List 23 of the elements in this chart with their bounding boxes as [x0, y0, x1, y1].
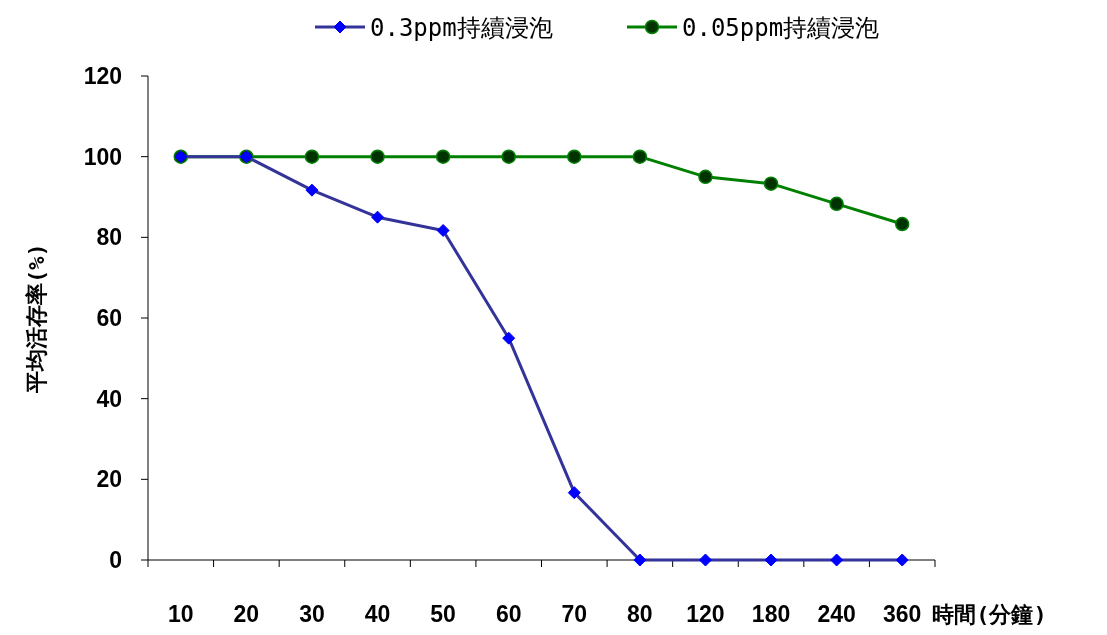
x-tick-label: 60 — [495, 601, 522, 627]
x-tick-label: 40 — [364, 601, 391, 627]
y-tick-label: 60 — [96, 305, 122, 331]
x-tick-label: 10 — [167, 601, 194, 627]
y-tick-label: 0 — [109, 547, 122, 573]
y-tick-label: 80 — [96, 224, 122, 251]
legend-label: 0.05ppm持續浸泡 — [682, 14, 880, 42]
y-axis-title: 平均活存率(%) — [24, 243, 49, 394]
x-tick-label: 240 — [817, 601, 856, 627]
x-tick-label: 20 — [233, 601, 260, 627]
y-tick-label: 20 — [96, 466, 122, 493]
y-tick-label: 40 — [96, 385, 122, 412]
x-tick-label: 70 — [561, 601, 588, 627]
x-tick-label: 80 — [627, 601, 653, 627]
legend-label: 0.3ppm持續浸泡 — [370, 14, 553, 42]
x-tick-label: 180 — [751, 601, 791, 627]
x-tick-label: 360 — [883, 601, 922, 627]
y-tick-label: 100 — [83, 143, 122, 170]
x-tick-label: 120 — [686, 601, 725, 627]
y-tick-label: 120 — [83, 63, 122, 89]
x-tick-label: 50 — [430, 601, 456, 627]
x-tick-label: 30 — [299, 601, 325, 627]
x-axis-title: 時間(分鐘) — [932, 602, 1047, 627]
